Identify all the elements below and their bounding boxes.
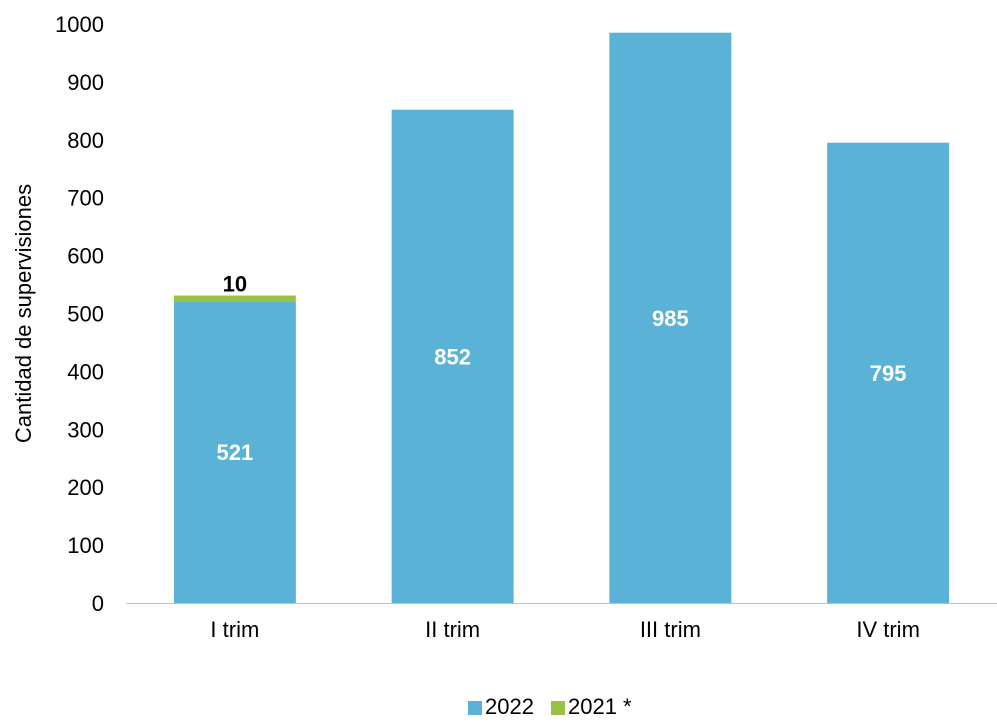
legend-swatch — [468, 701, 482, 715]
bar-2021-1 — [173, 295, 296, 302]
legend-label: 2021 * — [568, 694, 632, 719]
x-axis-tick-labels: I trim II trim III trim IV trim — [210, 617, 919, 642]
y-tick-label: 400 — [67, 359, 104, 384]
data-label: 985 — [652, 306, 689, 331]
y-axis-title-group: Cantidad de supervisiones — [11, 184, 36, 443]
y-tick-label: 300 — [67, 417, 104, 442]
x-tick-label: IV trim — [856, 617, 920, 642]
bar-2022-4 — [827, 142, 950, 603]
y-tick-label: 0 — [92, 591, 104, 616]
x-tick-label: I trim — [210, 617, 259, 642]
y-tick-label: 200 — [67, 475, 104, 500]
data-label: 852 — [434, 344, 471, 369]
data-label: 795 — [870, 361, 907, 386]
y-axis-title: Cantidad de supervisiones — [11, 184, 36, 443]
bars — [173, 32, 950, 604]
x-tick-label: III trim — [640, 617, 701, 642]
y-tick-label: 700 — [67, 186, 104, 211]
y-tick-label: 600 — [67, 244, 104, 269]
legend-swatch — [551, 701, 565, 715]
data-label: 521 — [217, 440, 254, 465]
y-tick-label: 900 — [67, 70, 104, 95]
data-label: 10 — [223, 272, 247, 297]
bar-2022-1 — [173, 301, 296, 603]
y-tick-label: 800 — [67, 128, 104, 153]
data-labels: 521 10 852 985 795 — [217, 272, 907, 466]
legend: 2022 2021 * — [468, 694, 632, 719]
legend-label: 2022 — [485, 694, 534, 719]
bar-2022-2 — [391, 109, 514, 603]
y-tick-label: 500 — [67, 302, 104, 327]
x-tick-label: II trim — [425, 617, 480, 642]
y-tick-label: 1000 — [55, 12, 104, 37]
y-tick-label: 100 — [67, 533, 104, 558]
y-axis-ticks: 0 100 200 300 400 500 600 700 800 900 1000 — [55, 12, 104, 616]
bar-2022-3 — [609, 32, 732, 604]
